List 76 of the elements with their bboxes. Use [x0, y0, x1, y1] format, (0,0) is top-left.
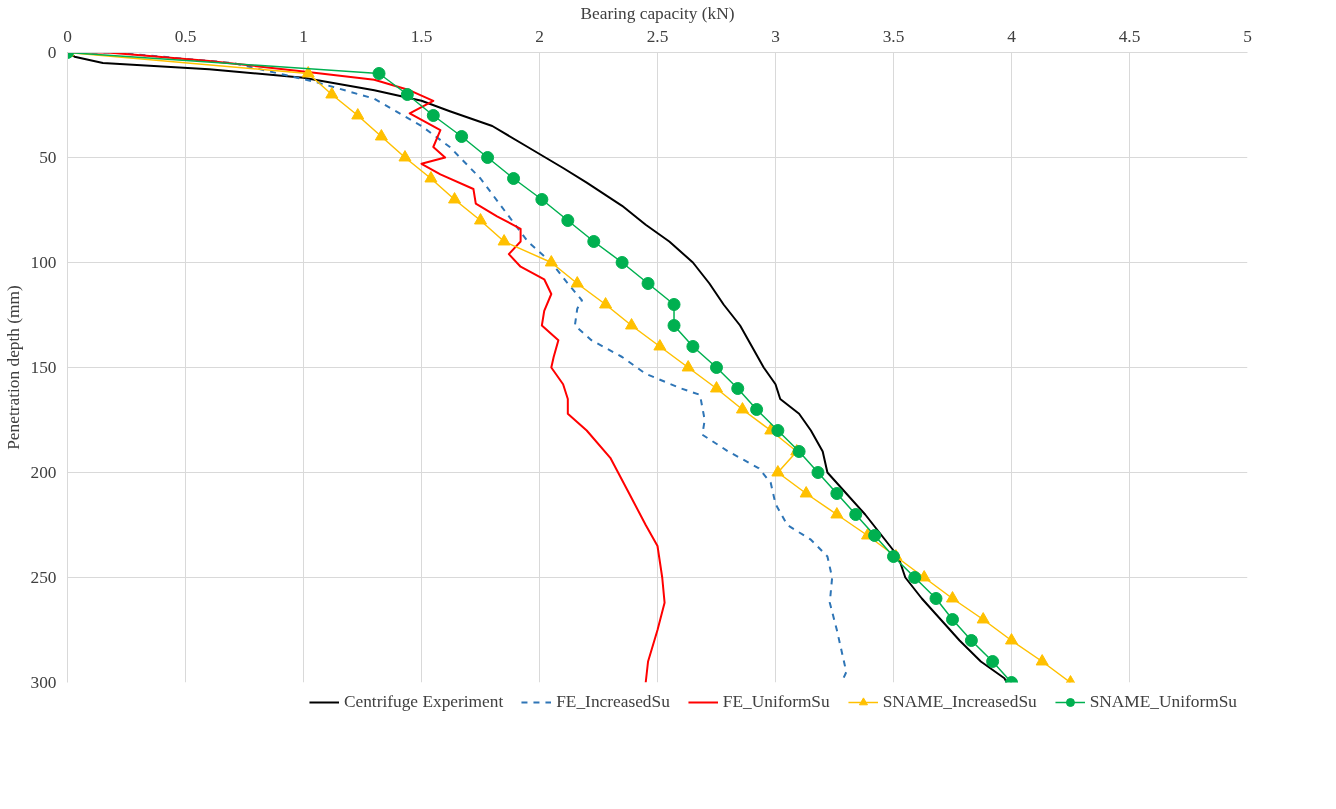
y-tick-label: 250 — [30, 568, 57, 587]
legend-label: SNAME_UniformSu — [1089, 692, 1237, 712]
point — [986, 655, 1000, 668]
point — [731, 382, 745, 395]
point — [535, 193, 549, 206]
point — [426, 109, 440, 122]
point — [599, 297, 613, 309]
point — [507, 172, 521, 185]
point — [929, 592, 943, 605]
point — [799, 486, 813, 498]
point — [544, 255, 558, 267]
point — [964, 634, 978, 647]
point — [667, 298, 681, 311]
point — [771, 424, 785, 437]
x-tick-label: 4.5 — [1118, 26, 1141, 46]
point — [301, 66, 315, 78]
point — [448, 192, 462, 204]
y-tick-label: 200 — [30, 463, 57, 482]
point — [849, 508, 863, 521]
y-axis-title: Penetration depth (mm) — [3, 284, 23, 450]
x-tick-label: 3.5 — [882, 26, 905, 46]
point — [681, 360, 695, 372]
x-tick-label: 4 — [1007, 26, 1017, 46]
x-tick-label: 1 — [299, 26, 308, 46]
point — [351, 108, 365, 120]
point — [686, 340, 700, 353]
x-tick-label: 3 — [771, 26, 780, 46]
point — [400, 88, 414, 101]
point — [424, 171, 438, 183]
point — [641, 277, 655, 290]
y-tick-label: 0 — [47, 43, 57, 62]
point — [750, 403, 764, 416]
point — [976, 612, 990, 624]
y-tick-label: 300 — [30, 673, 57, 692]
y-tick-label: 50 — [39, 148, 57, 167]
point — [735, 402, 749, 414]
point — [1005, 633, 1018, 645]
point — [811, 466, 825, 479]
legend-label: Centrifuge Experiment — [343, 692, 504, 712]
point — [771, 465, 785, 477]
point — [398, 150, 412, 162]
x-tick-label: 2 — [535, 26, 544, 46]
point — [946, 613, 959, 626]
legend-label: FE_UniformSu — [722, 692, 830, 712]
legend-label: FE_IncreasedSu — [556, 692, 670, 712]
point — [325, 87, 339, 99]
point — [710, 381, 723, 393]
point — [653, 339, 667, 351]
x-tick-label: 5 — [1243, 26, 1252, 46]
x-tick-label: 0 — [63, 26, 72, 46]
x-tick-label: 1.5 — [410, 26, 433, 46]
point — [625, 318, 639, 330]
y-tick-label: 150 — [30, 358, 57, 377]
legend-label: SNAME_IncreasedSu — [882, 692, 1037, 712]
point — [868, 529, 882, 542]
point — [1035, 654, 1049, 666]
point — [908, 571, 922, 584]
point — [667, 319, 681, 332]
point — [474, 213, 487, 225]
point — [481, 151, 495, 164]
point — [455, 130, 469, 143]
point — [372, 67, 386, 80]
point — [830, 507, 844, 519]
point — [570, 276, 584, 288]
point — [497, 234, 511, 246]
point — [946, 591, 959, 603]
point — [615, 256, 629, 269]
x-axis-title: Bearing capacity (kN) — [580, 3, 735, 23]
point — [374, 129, 388, 141]
point — [710, 361, 723, 374]
point — [587, 235, 601, 248]
point — [561, 214, 575, 227]
x-tick-label: 2.5 — [646, 26, 669, 46]
point — [830, 487, 844, 500]
y-tick-label: 100 — [30, 253, 57, 272]
x-tick-label: 0.5 — [174, 26, 197, 46]
